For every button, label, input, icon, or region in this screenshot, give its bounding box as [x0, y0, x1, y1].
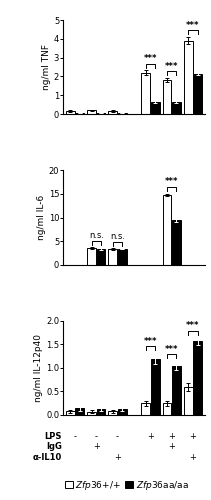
Bar: [87, 110, 96, 114]
Bar: [108, 111, 117, 114]
Bar: [193, 74, 202, 114]
Text: ***: ***: [165, 345, 179, 354]
Text: +: +: [93, 442, 100, 452]
Bar: [108, 411, 117, 415]
Bar: [141, 72, 150, 114]
Bar: [172, 102, 181, 114]
Text: n.s.: n.s.: [89, 232, 104, 240]
Bar: [162, 195, 171, 264]
Text: -: -: [116, 432, 119, 441]
Bar: [66, 111, 75, 114]
Text: ***: ***: [165, 62, 179, 71]
Bar: [66, 411, 75, 415]
Bar: [97, 113, 106, 114]
Bar: [97, 409, 106, 415]
Bar: [75, 408, 84, 415]
Bar: [75, 113, 84, 114]
Bar: [118, 113, 127, 114]
Bar: [118, 409, 127, 415]
Bar: [87, 412, 96, 415]
Bar: [118, 249, 127, 264]
Text: -: -: [74, 432, 77, 441]
Text: +: +: [168, 432, 175, 441]
Text: ***: ***: [144, 337, 157, 346]
Text: +: +: [168, 442, 175, 452]
Bar: [151, 358, 160, 415]
Text: +: +: [189, 432, 196, 441]
Text: +: +: [189, 453, 196, 462]
Bar: [151, 102, 160, 114]
Bar: [184, 387, 193, 415]
Text: ***: ***: [186, 322, 200, 330]
Text: n.s.: n.s.: [110, 232, 125, 241]
Text: ***: ***: [186, 21, 200, 30]
Bar: [162, 403, 171, 415]
Bar: [193, 341, 202, 415]
Text: -: -: [95, 432, 98, 441]
Y-axis label: ng/ml IL-6: ng/ml IL-6: [37, 195, 46, 240]
Bar: [97, 249, 106, 264]
Bar: [162, 80, 171, 114]
Bar: [87, 248, 96, 264]
Text: +: +: [147, 432, 154, 441]
Text: IgG: IgG: [46, 442, 62, 452]
Text: ***: ***: [165, 178, 179, 186]
Legend: $\it{Zfp36}$+/+, $\it{Zfp36}$aa/aa: $\it{Zfp36}$+/+, $\it{Zfp36}$aa/aa: [61, 476, 192, 496]
Text: ***: ***: [144, 54, 157, 64]
Y-axis label: ng/ml TNF: ng/ml TNF: [42, 44, 51, 90]
Y-axis label: ng/ml IL-12p40: ng/ml IL-12p40: [34, 334, 43, 402]
Text: LPS: LPS: [45, 432, 62, 441]
Bar: [184, 40, 193, 114]
Bar: [172, 366, 181, 415]
Bar: [172, 220, 181, 264]
Text: α-IL10: α-IL10: [32, 453, 62, 462]
Bar: [108, 249, 117, 264]
Text: +: +: [114, 453, 121, 462]
Bar: [141, 403, 150, 415]
